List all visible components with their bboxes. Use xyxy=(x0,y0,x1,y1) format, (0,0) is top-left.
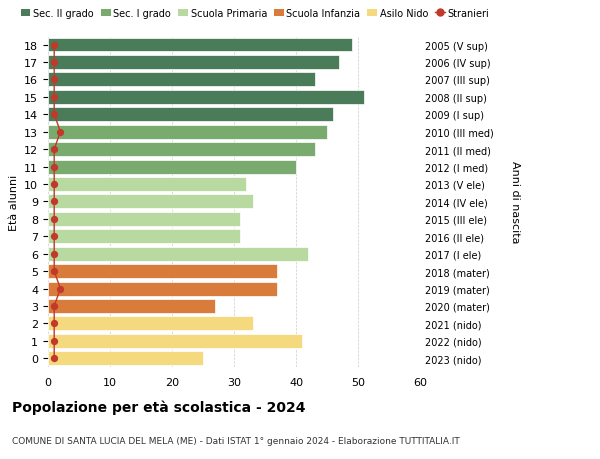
Text: COMUNE DI SANTA LUCIA DEL MELA (ME) - Dati ISTAT 1° gennaio 2024 - Elaborazione : COMUNE DI SANTA LUCIA DEL MELA (ME) - Da… xyxy=(12,436,460,445)
Point xyxy=(49,268,59,275)
Bar xyxy=(48,73,314,87)
Point xyxy=(56,285,65,292)
Point xyxy=(49,320,59,327)
Bar xyxy=(48,39,352,52)
Point xyxy=(49,77,59,84)
Text: Popolazione per età scolastica - 2024: Popolazione per età scolastica - 2024 xyxy=(12,399,305,414)
Point xyxy=(49,59,59,67)
Y-axis label: Anni di nascita: Anni di nascita xyxy=(510,161,520,243)
Bar xyxy=(48,317,253,330)
Bar xyxy=(48,334,302,348)
Point xyxy=(49,146,59,153)
Point xyxy=(49,112,59,119)
Point xyxy=(49,181,59,188)
Bar xyxy=(48,230,240,244)
Y-axis label: Età alunni: Età alunni xyxy=(8,174,19,230)
Bar xyxy=(48,143,314,157)
Legend: Sec. II grado, Sec. I grado, Scuola Primaria, Scuola Infanzia, Asilo Nido, Stran: Sec. II grado, Sec. I grado, Scuola Prim… xyxy=(17,5,493,22)
Bar xyxy=(48,125,327,140)
Bar xyxy=(48,160,296,174)
Point xyxy=(49,251,59,258)
Point xyxy=(49,216,59,223)
Point xyxy=(49,302,59,310)
Point xyxy=(49,355,59,362)
Bar xyxy=(48,178,247,191)
Bar xyxy=(48,90,364,105)
Bar xyxy=(48,108,333,122)
Bar xyxy=(48,264,277,279)
Bar xyxy=(48,299,215,313)
Bar xyxy=(48,247,308,261)
Point xyxy=(56,129,65,136)
Point xyxy=(49,233,59,241)
Point xyxy=(49,163,59,171)
Bar xyxy=(48,282,277,296)
Point xyxy=(49,42,59,49)
Point xyxy=(49,198,59,206)
Point xyxy=(49,337,59,345)
Point xyxy=(49,94,59,101)
Bar xyxy=(48,213,240,226)
Bar xyxy=(48,352,203,365)
Bar xyxy=(48,195,253,209)
Bar xyxy=(48,56,340,70)
